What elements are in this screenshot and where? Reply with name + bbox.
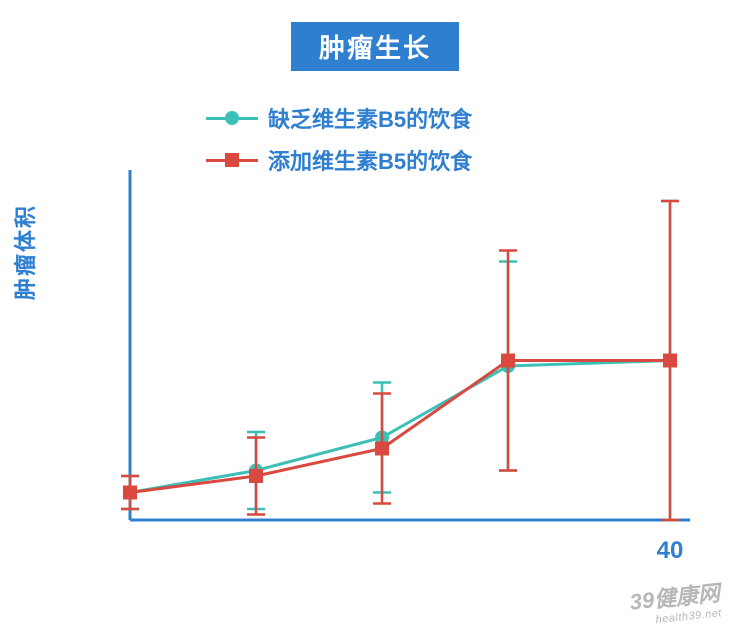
- legend-swatch-supplemented: [206, 151, 258, 169]
- legend-marker-circle-icon: [225, 111, 239, 125]
- legend-label: 缺乏维生素B5的饮食: [268, 102, 472, 134]
- watermark: 39健康网 health39.net: [627, 575, 722, 628]
- legend-marker-square-icon: [225, 153, 239, 167]
- legend-label: 添加维生素B5的饮食: [268, 144, 472, 176]
- tumor-growth-chart: 40: [0, 0, 750, 644]
- y-axis-label: 肿瘤体积: [8, 204, 40, 300]
- chart-legend: 缺乏维生素B5的饮食 添加维生素B5的饮食: [206, 102, 472, 186]
- legend-item-deficient: 缺乏维生素B5的饮食: [206, 102, 472, 134]
- legend-swatch-deficient: [206, 109, 258, 127]
- svg-text:40: 40: [657, 537, 684, 564]
- legend-item-supplemented: 添加维生素B5的饮食: [206, 144, 472, 176]
